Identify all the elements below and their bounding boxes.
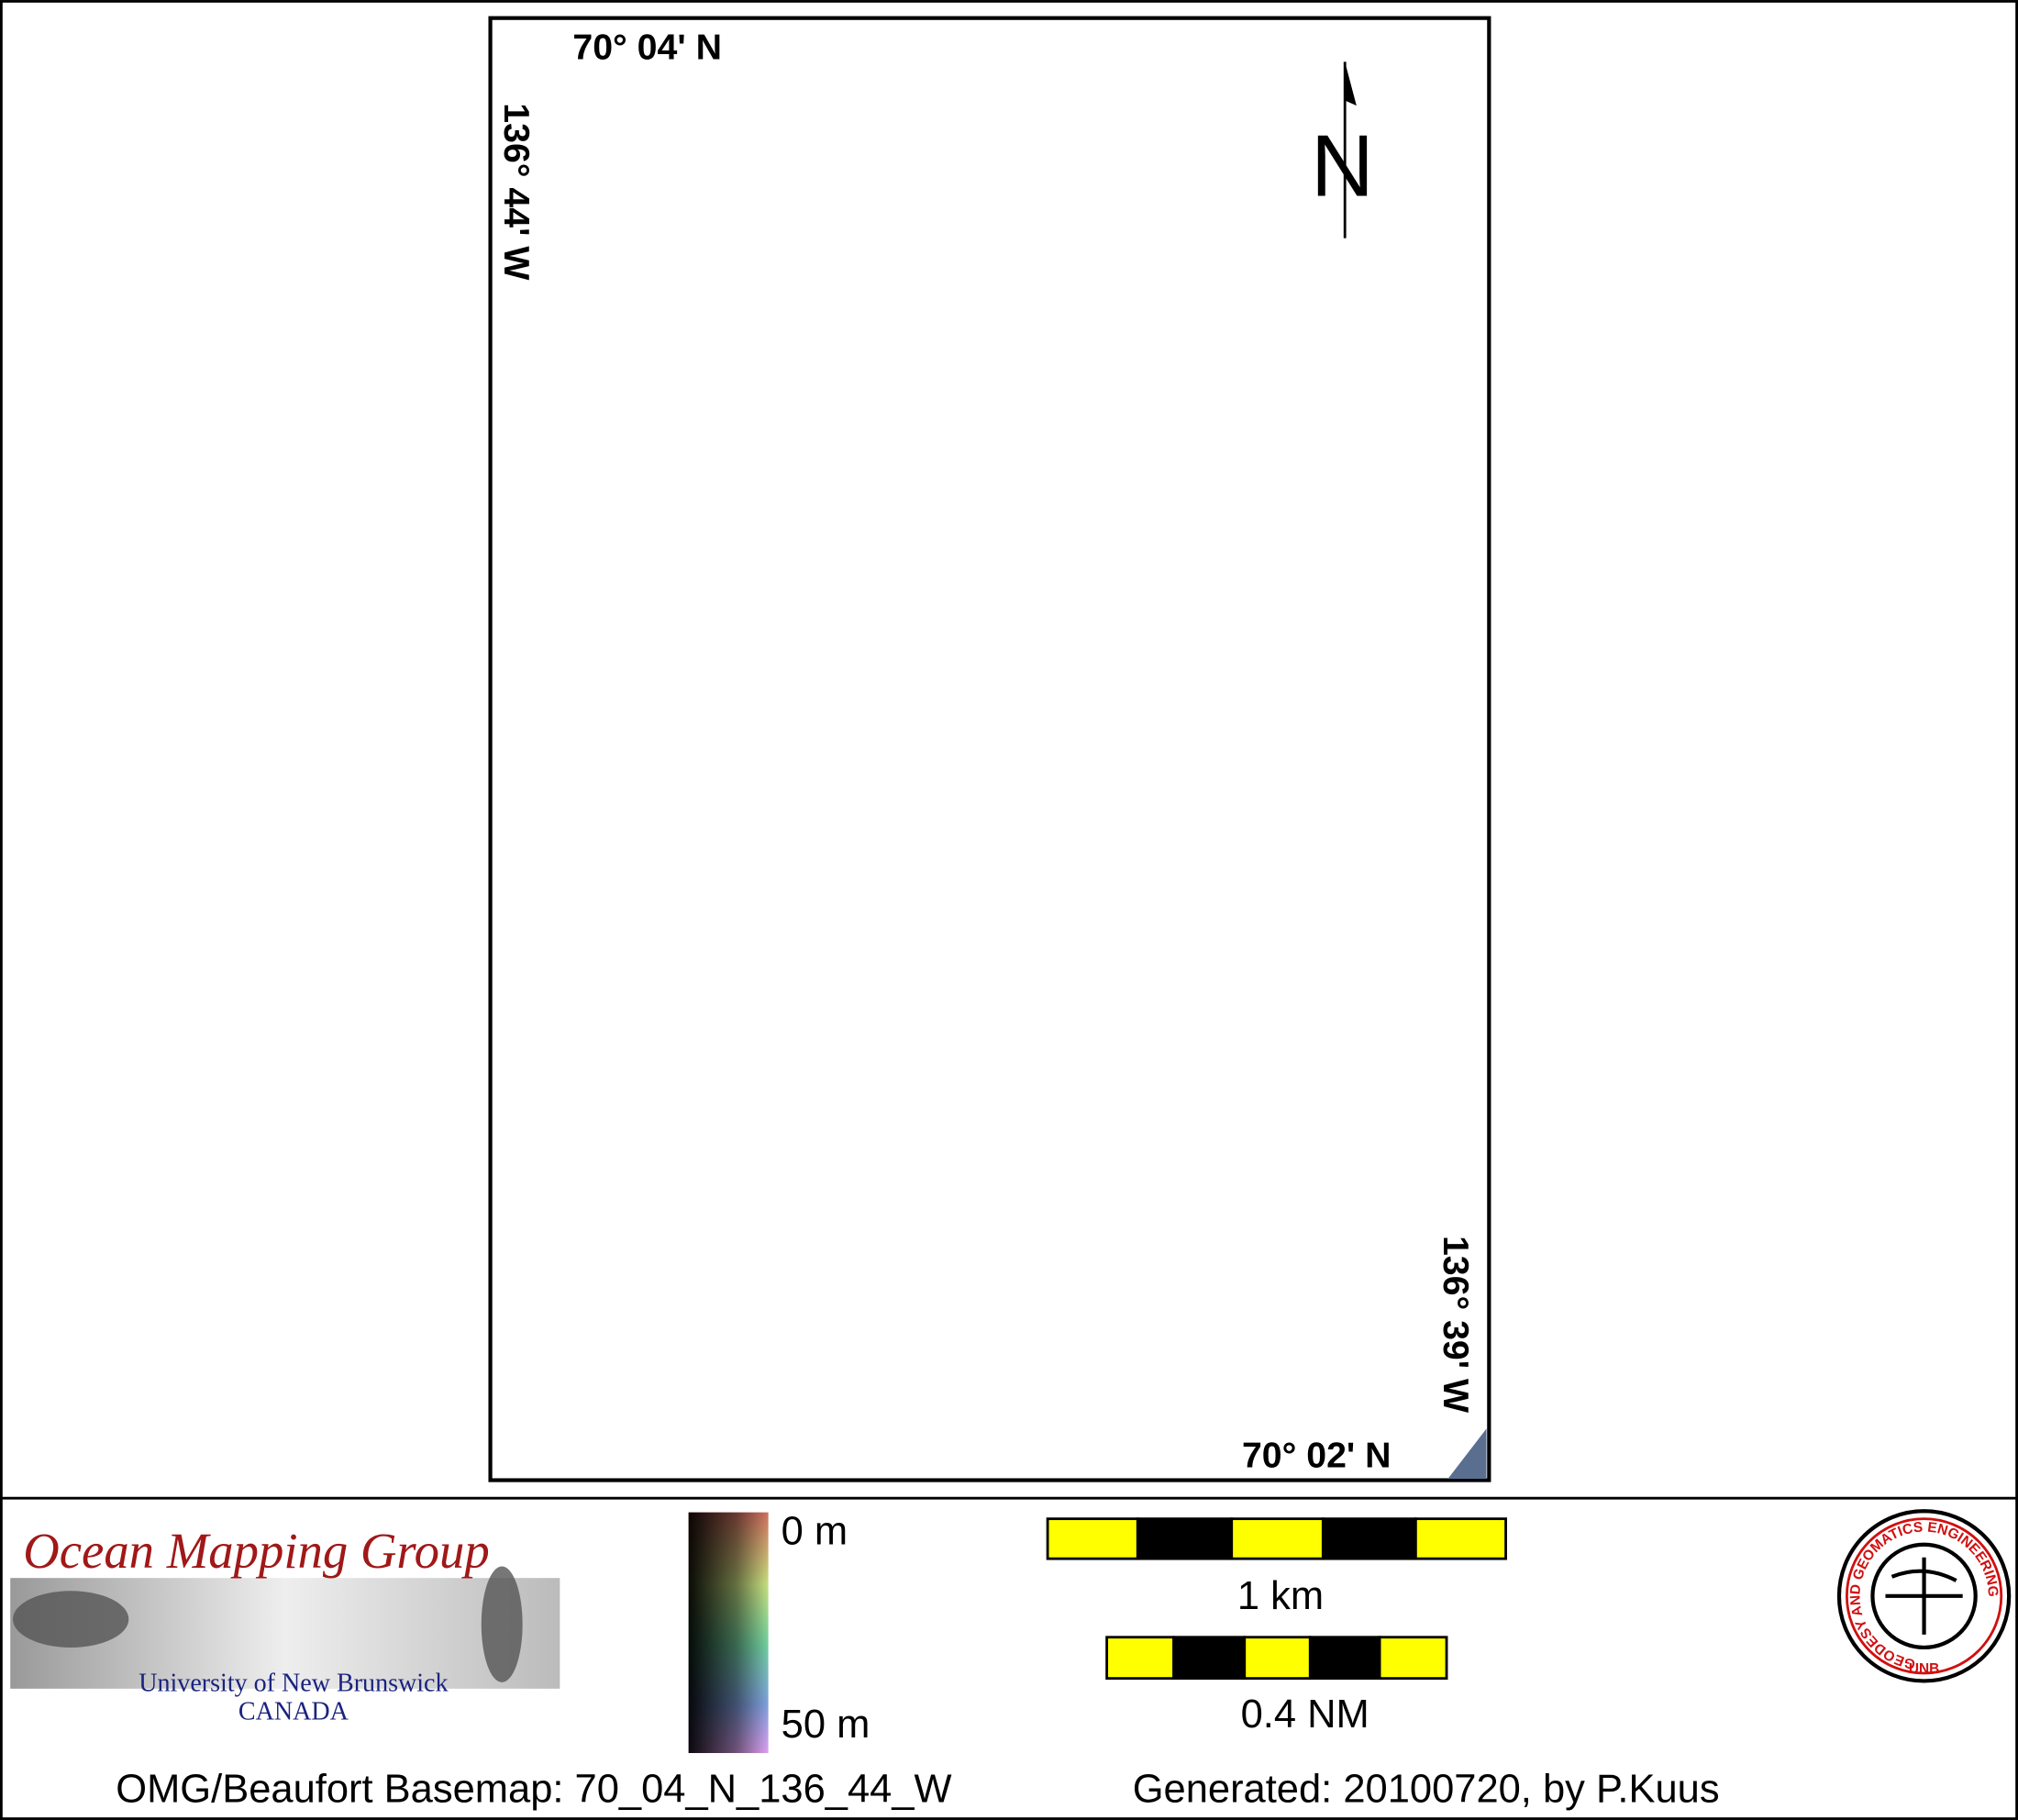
badge-globe-lines — [1885, 1557, 1963, 1635]
depth-min-label: 0 m — [782, 1510, 848, 1554]
depth-colorbar-shade — [688, 1512, 769, 1754]
latitude-label: 70° 04' N — [572, 28, 722, 68]
map-frame — [488, 16, 1491, 1482]
north-label: N — [1311, 117, 1374, 215]
scale-bar-km — [1046, 1517, 1507, 1560]
logo-country: CANADA — [238, 1698, 349, 1726]
longitude-label: 136° 44' W — [496, 103, 537, 281]
scale-bar-nm — [1105, 1636, 1448, 1681]
badge-bottom-text: UNB — [1909, 1661, 1939, 1677]
logo-title: Ocean Mapping Group — [23, 1523, 489, 1579]
scale-km-label: 1 km — [1237, 1574, 1324, 1618]
bathymetry-patch — [1447, 1428, 1487, 1480]
footer-basemap: OMG/Beaufort Basemap: 70_04_N_136_44_W — [116, 1767, 951, 1811]
longitude-label: 136° 39' W — [1436, 1236, 1476, 1414]
badge-ring — [1845, 1517, 2003, 1675]
scale-nm-label: 0.4 NM — [1241, 1692, 1369, 1737]
depth-max-label: 50 m — [782, 1703, 870, 1747]
logo-image — [13, 1591, 129, 1648]
logo-image — [481, 1566, 523, 1682]
footer-generated: Generated: 20100720, by P.Kuus — [1133, 1767, 1720, 1811]
logo-university: University of New Brunswick — [139, 1670, 449, 1698]
latitude-label: 70° 02' N — [1242, 1436, 1392, 1476]
